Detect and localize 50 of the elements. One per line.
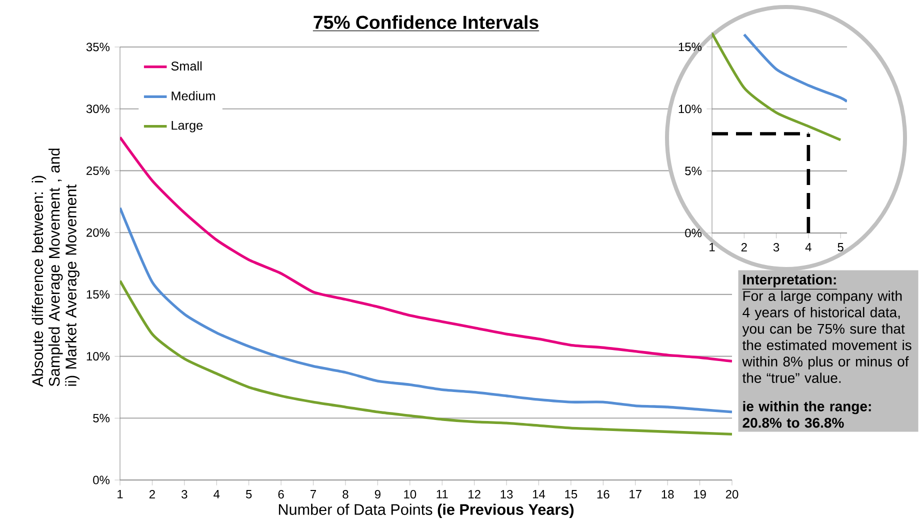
x-tick-label: 13 <box>500 490 513 499</box>
y-axis-title: Absoute difference between: i) Sampled Average Movement , and ii) Market Average Movement <box>32 148 80 387</box>
x-tick-label: 9 <box>374 490 380 499</box>
y-tick-label: 10% <box>86 352 110 361</box>
x-tick-label: 12 <box>468 490 480 498</box>
y-tick-label: 15% <box>678 42 702 52</box>
legend-label: Large <box>172 120 203 132</box>
x-tick-label: 1 <box>118 490 123 498</box>
x-tick-label: 20 <box>726 490 738 499</box>
y-tick-label: 15% <box>86 290 110 299</box>
x-axis-title: Number of Data Points (ie Previous Years) <box>278 504 574 518</box>
legend-label: Small <box>171 61 202 71</box>
x-tick-label: 16 <box>597 490 610 499</box>
y-tick-label: 5% <box>685 166 702 176</box>
y-tick-label: 20% <box>86 228 110 237</box>
y-tick-label: 0% <box>685 228 702 238</box>
x-tick-label: 11 <box>436 490 448 498</box>
text: ie within the range: 20.8% to 36.8% <box>742 401 871 428</box>
x-tick-label: 7 <box>310 490 316 498</box>
text: For a large company with 4 years of historical data, you can be 75% sure that the estimated movement is within 8% plus or minus of the “true” value. <box>742 290 912 383</box>
legend-label: Medium <box>172 91 215 100</box>
x-tick-label: 19 <box>694 490 706 499</box>
y-tick-label: 0% <box>93 476 110 484</box>
x-tick-label: 10 <box>404 490 416 499</box>
x-tick-label: 15 <box>565 490 578 498</box>
y-tick-label: 30% <box>86 104 110 114</box>
line-series <box>742 33 847 103</box>
x-tick-label: 2 <box>741 243 747 252</box>
y-tick-label: 25% <box>86 166 110 175</box>
x-tick-label: 2 <box>149 490 155 498</box>
x-tick-label: 17 <box>630 490 642 498</box>
x-tick-label: 18 <box>662 490 674 499</box>
y-tick-label: 5% <box>93 414 110 422</box>
y-tick-label: 35% <box>86 42 110 52</box>
x-tick-label: 8 <box>342 490 348 499</box>
line-series <box>120 206 732 414</box>
chart-title: 75% Confidence Intervals <box>314 15 538 29</box>
x-tick-label: 3 <box>773 243 780 252</box>
text: Interpretation: <box>743 274 836 288</box>
x-tick-label: 4 <box>214 490 220 498</box>
x-tick-label: 4 <box>805 243 812 252</box>
x-tick-label: 5 <box>246 490 252 498</box>
line-series <box>120 279 732 436</box>
x-tick-label: 6 <box>278 490 284 499</box>
line-series <box>120 136 732 363</box>
x-tick-label: 3 <box>182 490 188 499</box>
x-tick-label: 1 <box>710 243 715 252</box>
x-tick-label: 5 <box>838 243 844 252</box>
y-tick-label: 10% <box>678 104 702 114</box>
x-tick-label: 14 <box>532 490 546 498</box>
